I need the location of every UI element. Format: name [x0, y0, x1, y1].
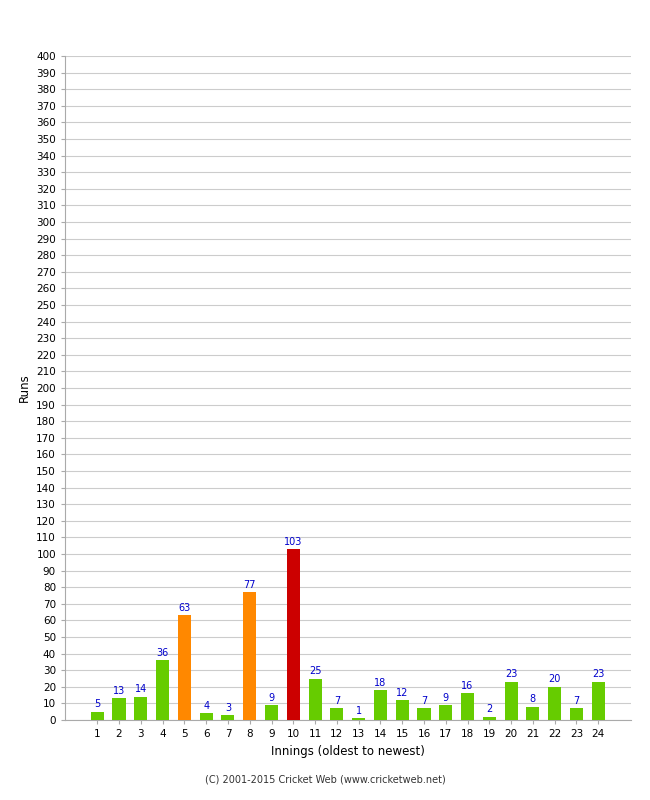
Text: 5: 5: [94, 699, 100, 710]
Text: 25: 25: [309, 666, 321, 676]
Text: 9: 9: [268, 693, 274, 702]
Bar: [243, 592, 256, 720]
Bar: [200, 714, 213, 720]
Bar: [156, 660, 169, 720]
Bar: [396, 700, 409, 720]
Text: 20: 20: [549, 674, 561, 684]
Text: 1: 1: [356, 706, 361, 716]
Text: 36: 36: [157, 648, 169, 658]
Text: 14: 14: [135, 684, 147, 694]
Text: 3: 3: [225, 702, 231, 713]
Bar: [526, 706, 539, 720]
Text: 12: 12: [396, 687, 408, 698]
Text: 7: 7: [573, 696, 580, 706]
Bar: [330, 708, 343, 720]
Bar: [178, 615, 191, 720]
Y-axis label: Runs: Runs: [18, 374, 31, 402]
Text: 2: 2: [486, 704, 493, 714]
Text: 7: 7: [333, 696, 340, 706]
Bar: [439, 705, 452, 720]
Text: 103: 103: [284, 537, 302, 546]
Bar: [592, 682, 604, 720]
Bar: [309, 678, 322, 720]
Bar: [265, 705, 278, 720]
Text: 16: 16: [462, 681, 474, 691]
Bar: [461, 694, 474, 720]
Text: 23: 23: [592, 670, 604, 679]
Bar: [352, 718, 365, 720]
Text: 18: 18: [374, 678, 387, 688]
Text: 9: 9: [443, 693, 449, 702]
Text: 63: 63: [178, 603, 190, 613]
Bar: [570, 708, 583, 720]
X-axis label: Innings (oldest to newest): Innings (oldest to newest): [271, 745, 424, 758]
Text: (C) 2001-2015 Cricket Web (www.cricketweb.net): (C) 2001-2015 Cricket Web (www.cricketwe…: [205, 774, 445, 784]
Text: 7: 7: [421, 696, 427, 706]
Bar: [548, 686, 561, 720]
Text: 4: 4: [203, 701, 209, 711]
Bar: [374, 690, 387, 720]
Text: 8: 8: [530, 694, 536, 704]
Bar: [222, 715, 235, 720]
Bar: [287, 549, 300, 720]
Bar: [135, 697, 148, 720]
Bar: [91, 712, 104, 720]
Bar: [504, 682, 517, 720]
Text: 77: 77: [244, 580, 256, 590]
Text: 13: 13: [113, 686, 125, 696]
Bar: [483, 717, 496, 720]
Bar: [417, 708, 430, 720]
Bar: [112, 698, 125, 720]
Text: 23: 23: [505, 670, 517, 679]
